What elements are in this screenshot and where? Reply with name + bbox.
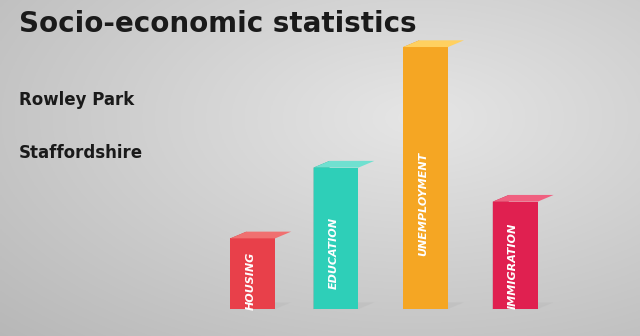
Polygon shape bbox=[230, 238, 275, 309]
Polygon shape bbox=[493, 195, 509, 309]
Polygon shape bbox=[314, 161, 330, 309]
Polygon shape bbox=[230, 302, 291, 309]
Polygon shape bbox=[314, 161, 374, 168]
Polygon shape bbox=[403, 40, 419, 309]
Text: Socio-economic statistics: Socio-economic statistics bbox=[19, 10, 417, 38]
Text: Rowley Park: Rowley Park bbox=[19, 91, 134, 109]
Polygon shape bbox=[403, 40, 464, 47]
Polygon shape bbox=[230, 232, 246, 309]
Polygon shape bbox=[403, 47, 448, 309]
Text: UNEMPLOYMENT: UNEMPLOYMENT bbox=[419, 152, 428, 256]
Polygon shape bbox=[403, 302, 464, 309]
Polygon shape bbox=[493, 195, 554, 202]
Polygon shape bbox=[493, 302, 554, 309]
Text: HOUSING: HOUSING bbox=[246, 252, 255, 310]
Polygon shape bbox=[230, 232, 291, 238]
Text: EDUCATION: EDUCATION bbox=[329, 216, 339, 289]
Text: Staffordshire: Staffordshire bbox=[19, 144, 143, 163]
Text: IMMIGRATION: IMMIGRATION bbox=[508, 223, 518, 309]
Polygon shape bbox=[314, 168, 358, 309]
Polygon shape bbox=[493, 202, 538, 309]
Polygon shape bbox=[314, 302, 374, 309]
